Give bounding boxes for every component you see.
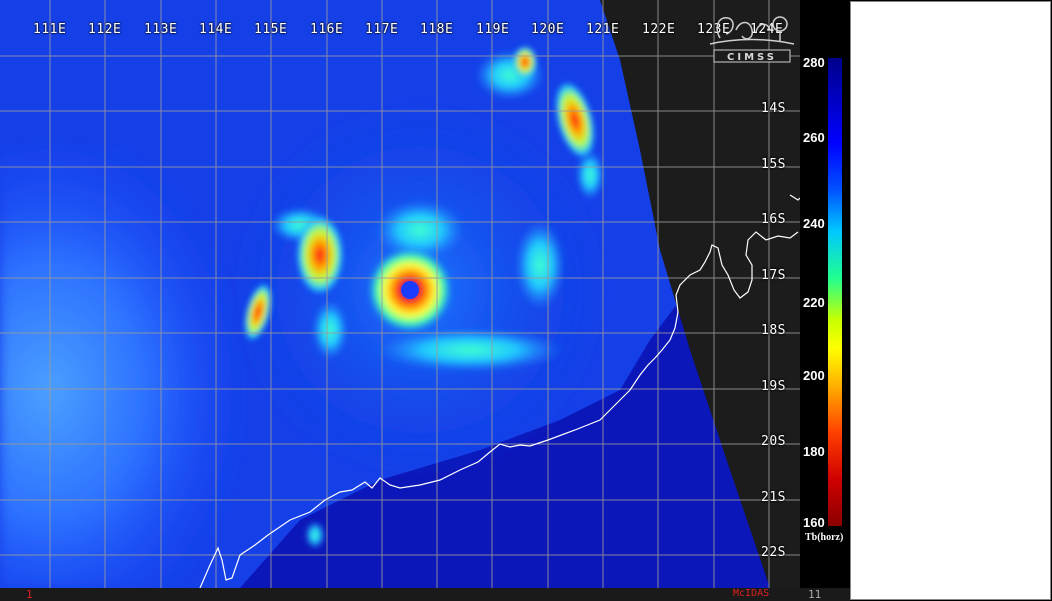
brightness-temperature-field (0, 0, 800, 588)
side-panel (850, 1, 1051, 600)
status-bar (0, 588, 850, 601)
lon-label-116e: 116E (310, 22, 344, 37)
lon-label-117e: 117E (365, 22, 399, 37)
lon-label-115e: 115E (254, 22, 288, 37)
colorbar (828, 58, 842, 526)
frame-number: 1 (26, 588, 33, 601)
lat-label-15s: 15S (761, 157, 786, 172)
lon-label-114e: 114E (199, 22, 233, 37)
lon-label-118e: 118E (420, 22, 454, 37)
lon-label-112e: 112E (88, 22, 122, 37)
colorbar-label: Tb(horz) (805, 532, 844, 543)
cimss-logo: CIMSS (706, 8, 798, 64)
colorbar-tick-220: 220 (803, 295, 825, 310)
software-label: McIDAS (733, 588, 770, 599)
lon-label-121e: 121E (586, 22, 620, 37)
lon-label-111e: 111E (33, 22, 67, 37)
satellite-image (0, 0, 800, 588)
colorbar-tick-240: 240 (803, 216, 825, 231)
logo-text: CIMSS (727, 52, 777, 63)
lon-label-122e: 122E (642, 22, 676, 37)
lon-label-113e: 113E (144, 22, 178, 37)
coastline (199, 231, 799, 588)
colorbar-tick-260: 260 (803, 130, 825, 145)
lon-label-120e: 120E (531, 22, 565, 37)
lat-label-14s: 14S (761, 101, 786, 116)
lat-label-16s: 16S (761, 212, 786, 227)
colorbar-tick-160: 160 (803, 515, 825, 530)
latlon-grid (0, 0, 800, 588)
frame-total: 11 (808, 588, 822, 601)
lat-label-22s: 22S (761, 545, 786, 560)
lat-label-17s: 17S (761, 268, 786, 283)
lon-label-119e: 119E (476, 22, 510, 37)
lat-label-19s: 19S (761, 379, 786, 394)
lat-label-18s: 18S (761, 323, 786, 338)
colorbar-tick-200: 200 (803, 368, 825, 383)
lon-label-123e: 123E (697, 22, 731, 37)
lat-label-20s: 20S (761, 434, 786, 449)
lat-label-21s: 21S (761, 490, 786, 505)
colorbar-tick-180: 180 (803, 444, 825, 459)
colorbar-tick-280: 280 (803, 55, 825, 70)
